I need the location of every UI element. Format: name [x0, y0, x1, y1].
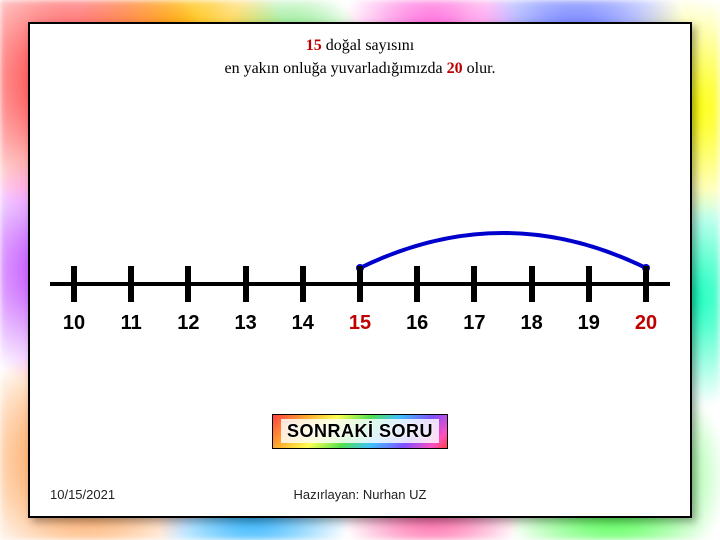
tick-label-18: 18 [520, 312, 542, 335]
tick-label-16: 16 [406, 312, 428, 335]
title-line1-suffix: doğal sayısını [322, 37, 414, 54]
tick-12 [185, 266, 191, 302]
title-number-15: 15 [306, 37, 322, 54]
tick-label-12: 12 [177, 312, 199, 335]
title-line-1: 15 doğal sayısını [30, 34, 690, 57]
tick-13 [243, 266, 249, 302]
tick-18 [529, 266, 535, 302]
title-line-2: en yakın onluğa yuvarladığımızda 20 olur… [30, 57, 690, 80]
tick-14 [300, 266, 306, 302]
title-line2-suffix: olur. [463, 60, 496, 77]
tick-17 [471, 266, 477, 302]
tick-19 [586, 266, 592, 302]
title-line2-prefix: en yakın onluğa yuvarladığımızda [224, 60, 446, 77]
footer-date: 10/15/2021 [50, 487, 115, 502]
tick-label-15: 15 [349, 312, 371, 335]
content-frame: 15 doğal sayısını en yakın onluğa yuvarl… [28, 22, 692, 518]
tick-label-17: 17 [463, 312, 485, 335]
tick-label-11: 11 [121, 312, 142, 335]
tick-label-13: 13 [234, 312, 256, 335]
title-block: 15 doğal sayısını en yakın onluğa yuvarl… [30, 34, 690, 80]
title-number-20: 20 [447, 60, 463, 77]
tick-label-19: 19 [578, 312, 600, 335]
tick-10 [71, 266, 77, 302]
tick-16 [414, 266, 420, 302]
tick-20 [643, 266, 649, 302]
number-line: 10 11 12 13 14 15 16 17 18 19 20 [50, 184, 670, 354]
footer-credit: Hazırlayan: Nurhan UZ [294, 487, 427, 502]
tick-15 [357, 266, 363, 302]
next-question-button[interactable]: SONRAKİ SORU [272, 414, 448, 449]
tick-11 [128, 266, 134, 302]
tick-label-10: 10 [63, 312, 85, 335]
next-question-label: SONRAKİ SORU [281, 419, 439, 443]
tick-label-14: 14 [292, 312, 314, 335]
tick-label-20: 20 [635, 312, 657, 335]
